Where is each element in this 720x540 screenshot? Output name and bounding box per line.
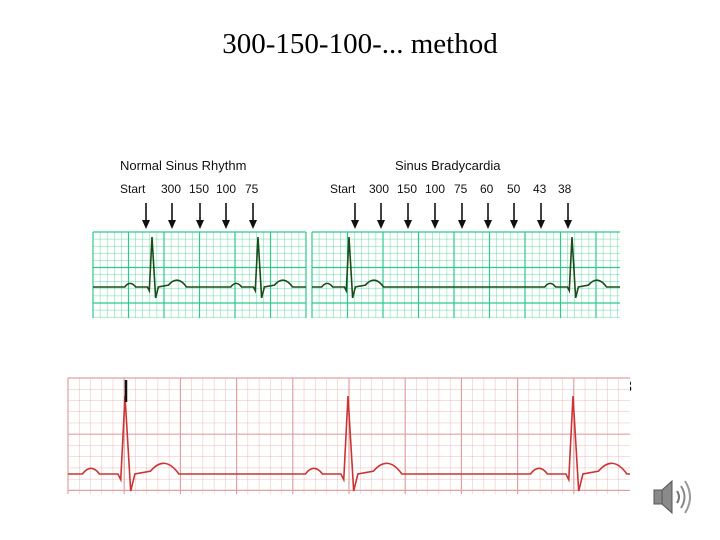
arrow-head <box>458 220 466 229</box>
slide-title: 300-150-100-... method <box>222 28 498 60</box>
ecg-strip-normal-sinus <box>92 231 307 318</box>
arrow-normal-sinus-1 <box>168 203 176 229</box>
arrow-sinus-bradycardia-0 <box>351 203 359 229</box>
arrow-sinus-bradycardia-7 <box>537 203 545 229</box>
arrow-normal-sinus-4 <box>249 203 257 229</box>
count-label-start: Start <box>330 182 356 196</box>
arrow-normal-sinus-3 <box>222 203 230 229</box>
count-label-75: 75 <box>454 182 468 196</box>
count-label-start: Start <box>120 182 146 196</box>
count-label-43: 43 <box>533 182 547 196</box>
arrow-normal-sinus-2 <box>196 203 204 229</box>
speaker-icon[interactable] <box>650 474 696 520</box>
panel-title-sinus-bradycardia: Sinus Bradycardia <box>395 158 501 173</box>
arrow-head <box>564 220 572 229</box>
arrow-head <box>404 220 412 229</box>
arrow-head <box>377 220 385 229</box>
ecg-trace-bottom <box>68 395 630 492</box>
count-label-60: 60 <box>480 182 494 196</box>
ecg-trace-normal-sinus <box>93 236 306 299</box>
ecg-strip-sinus-bradycardia <box>311 231 620 318</box>
arrow-head <box>222 220 230 229</box>
grid-bottom <box>67 377 630 494</box>
panel-title-normal-sinus: Normal Sinus Rhythm <box>120 158 247 173</box>
count-label-150: 150 <box>189 182 210 196</box>
count-label-38: 38 <box>558 182 572 196</box>
grid-sinus-bradycardia <box>311 231 620 318</box>
grid-normal-sinus <box>92 231 307 318</box>
arrow-head <box>142 220 150 229</box>
arrow-sinus-bradycardia-6 <box>510 203 518 229</box>
arrow-head <box>196 220 204 229</box>
arrow-head <box>510 220 518 229</box>
arrow-normal-sinus-0 <box>142 203 150 229</box>
arrow-sinus-bradycardia-5 <box>484 203 492 229</box>
count-label-50: 50 <box>507 182 521 196</box>
count-label-300: 300 <box>369 182 390 196</box>
count-label-150: 150 <box>397 182 418 196</box>
arrow-head <box>249 220 257 229</box>
ecg-trace-sinus-bradycardia <box>312 236 620 299</box>
arrow-sinus-bradycardia-8 <box>564 203 572 229</box>
count-label-75: 75 <box>245 182 259 196</box>
arrow-head <box>484 220 492 229</box>
ecg-strip-bottom <box>67 377 630 494</box>
count-label-100: 100 <box>425 182 446 196</box>
arrow-head <box>168 220 176 229</box>
count-label-300: 300 <box>161 182 182 196</box>
arrow-sinus-bradycardia-1 <box>377 203 385 229</box>
arrow-head <box>431 220 439 229</box>
arrow-sinus-bradycardia-2 <box>404 203 412 229</box>
arrow-sinus-bradycardia-3 <box>431 203 439 229</box>
arrow-head <box>537 220 545 229</box>
arrow-sinus-bradycardia-4 <box>458 203 466 229</box>
count-label-100: 100 <box>216 182 237 196</box>
arrow-head <box>351 220 359 229</box>
